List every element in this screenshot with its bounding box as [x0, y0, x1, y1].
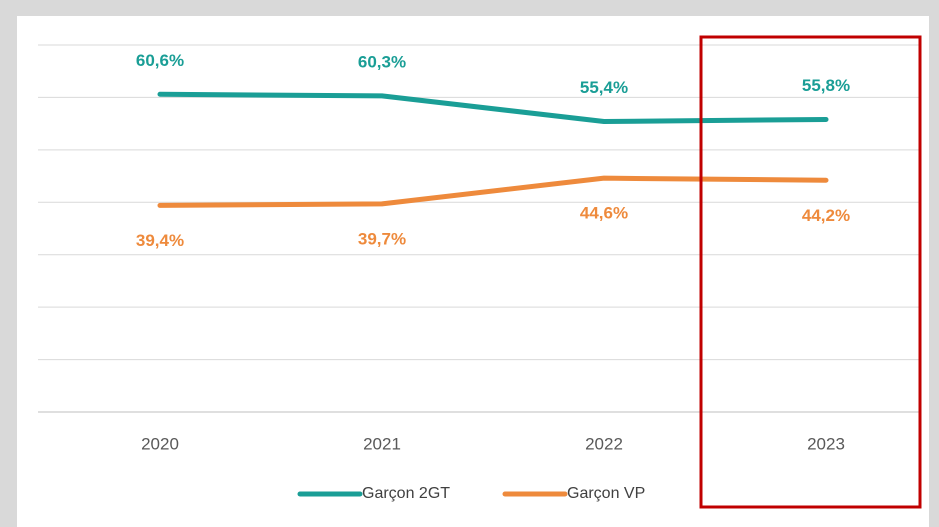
- legend-label: Garçon VP: [567, 485, 645, 502]
- chart-background: [17, 16, 929, 527]
- data-label: 39,4%: [136, 231, 184, 250]
- plot: 2020 2021 2022 2023 60,6% 60,3% 55,4% 55,8% Garç…: [38, 44, 920, 502]
- data-label: 44,2%: [802, 206, 850, 225]
- data-label: 55,8%: [802, 76, 850, 95]
- series-line: [157, 91, 829, 125]
- x-tick-label: 2022: [585, 434, 623, 453]
- x-tick-label: 2021: [363, 434, 401, 453]
- highlight-box: [699, 35, 922, 509]
- data-label: 44,6%: [580, 204, 628, 223]
- legend-label: Garçon 2GT: [362, 485, 450, 502]
- data-label: 60,6%: [136, 51, 184, 70]
- data-label: 60,3%: [358, 52, 406, 71]
- series-line: [157, 175, 829, 208]
- data-label: 55,4%: [580, 78, 628, 97]
- x-tick-label: 2020: [141, 434, 179, 453]
- x-tick-label: 2023: [807, 434, 845, 453]
- data-label: 39,7%: [358, 229, 406, 248]
